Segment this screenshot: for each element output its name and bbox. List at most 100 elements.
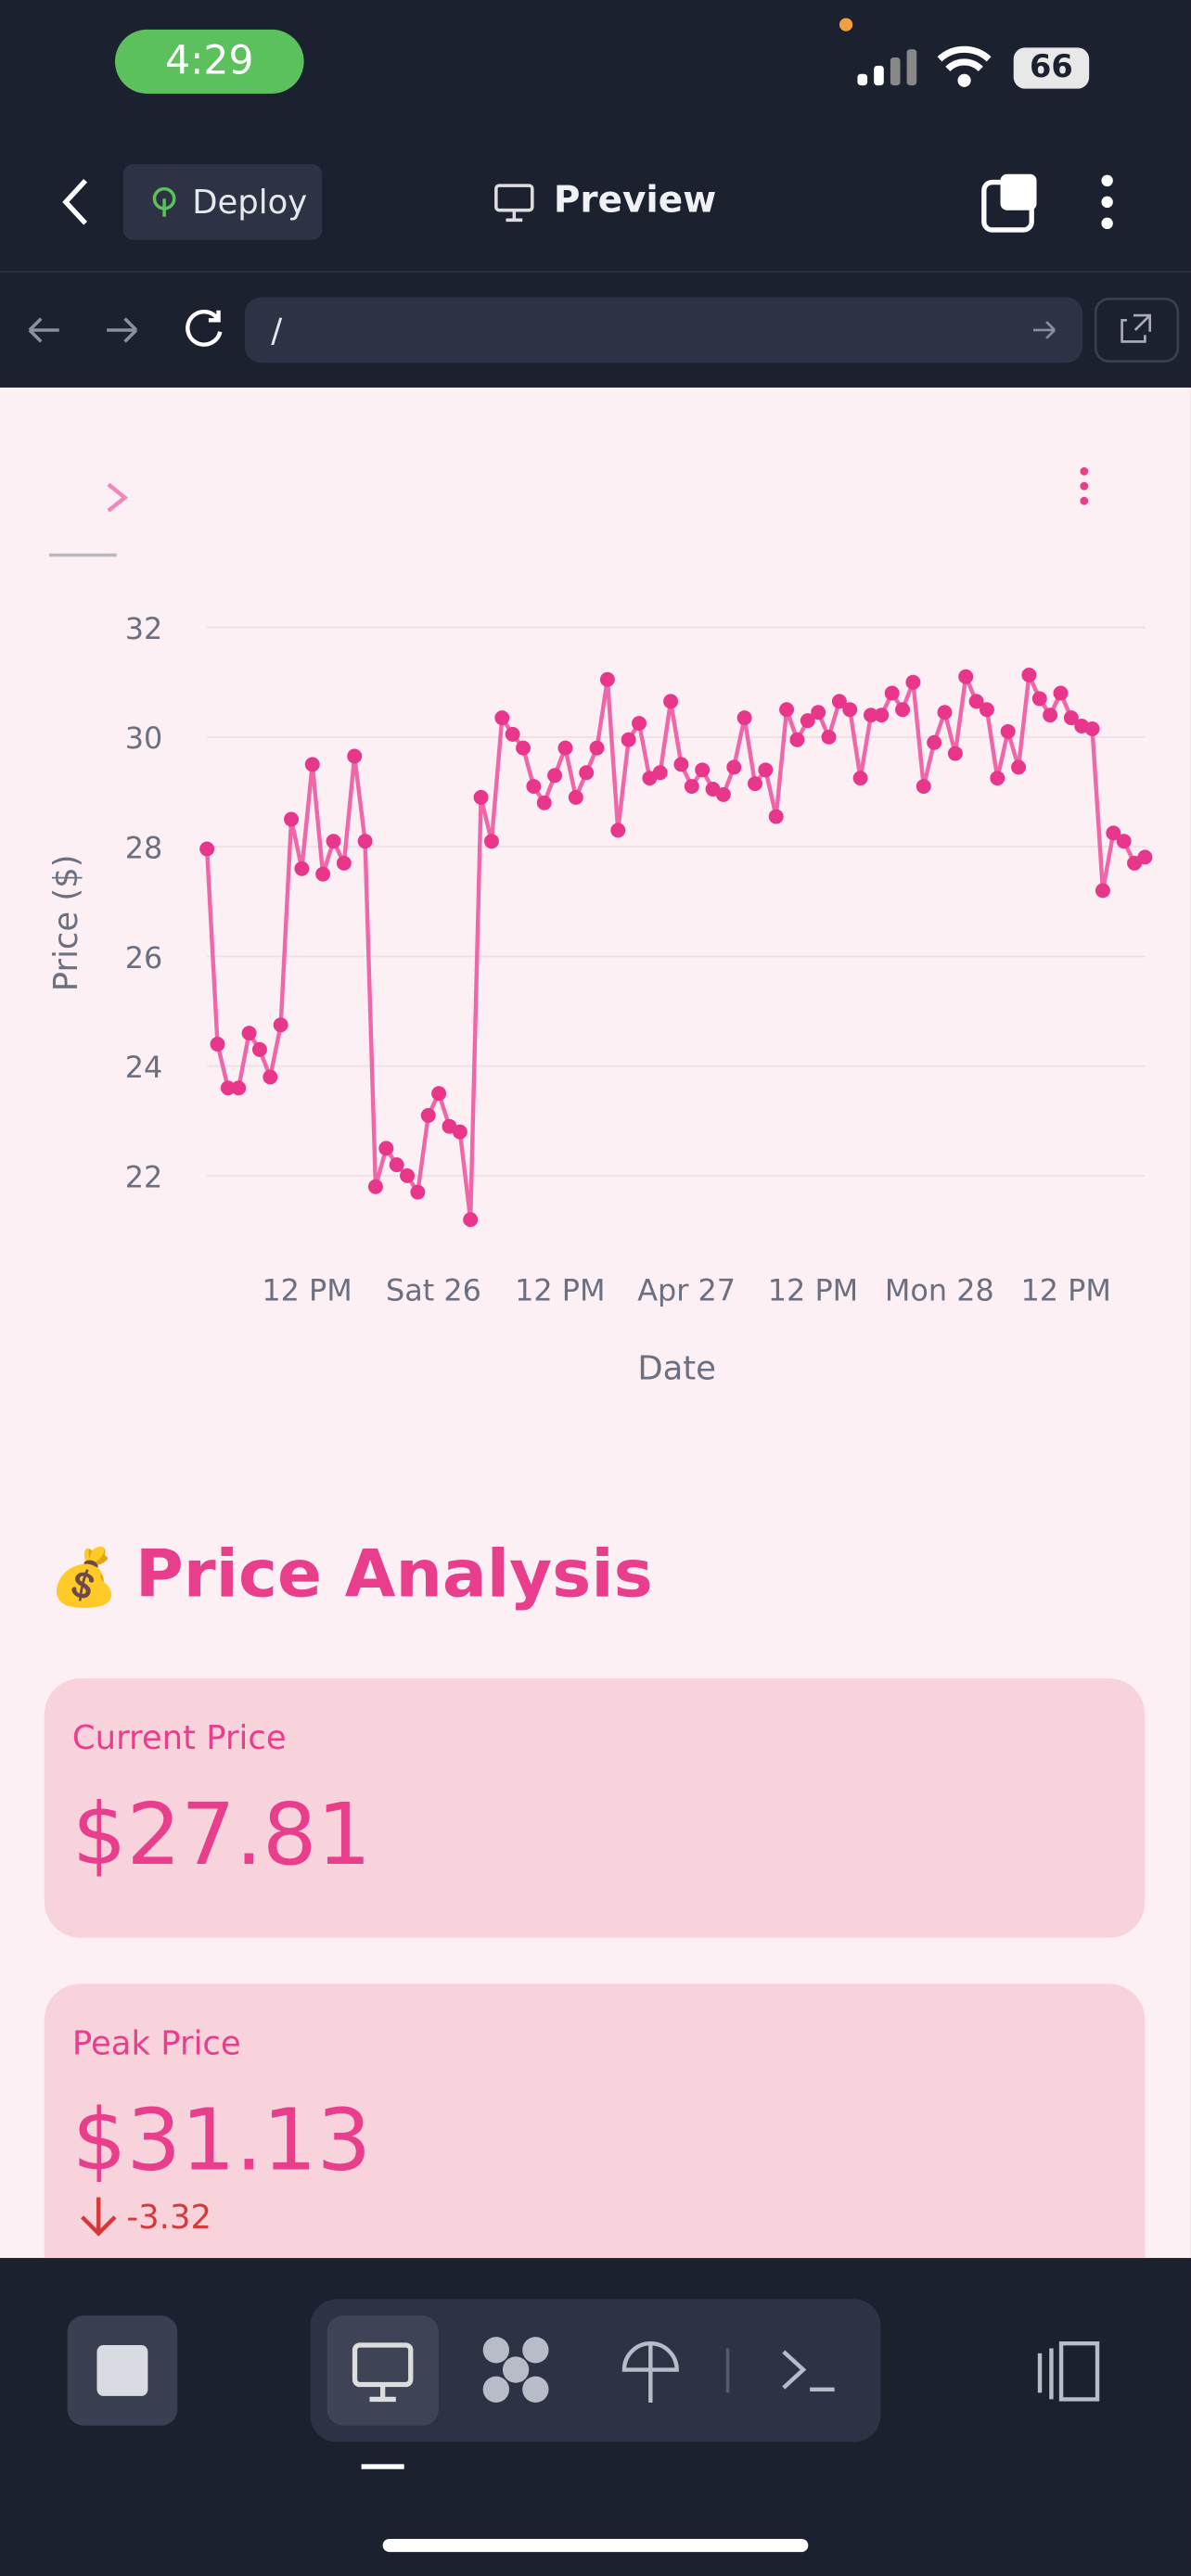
data-point xyxy=(251,1041,267,1057)
data-point xyxy=(789,732,805,747)
preview-content: Date Price ($) 22 24 26 28 30 32 12 PM Sat 26 12… xyxy=(0,387,1191,2259)
chart-menu[interactable] xyxy=(1080,466,1089,505)
data-point xyxy=(505,726,520,742)
data-point xyxy=(526,779,542,795)
data-point xyxy=(821,729,837,745)
data-point xyxy=(1000,723,1016,739)
data-point xyxy=(273,1017,288,1033)
url-bar[interactable]: / xyxy=(244,297,1083,363)
data-point xyxy=(842,702,858,718)
metric-label: Current Price xyxy=(71,1717,287,1757)
tool-group xyxy=(310,2299,881,2442)
data-point xyxy=(1053,685,1069,701)
data-point xyxy=(599,671,615,687)
data-point xyxy=(800,713,815,729)
data-point xyxy=(874,708,890,723)
metric-value: $27.81 xyxy=(71,1786,372,1886)
section-title: Price Analysis xyxy=(134,1537,653,1613)
x-tick-label: Apr 27 xyxy=(637,1273,736,1308)
data-point xyxy=(652,765,668,781)
data-point xyxy=(968,694,984,709)
data-point xyxy=(768,809,784,824)
data-point xyxy=(758,762,774,778)
data-point xyxy=(315,866,331,882)
x-axis-label: Date xyxy=(637,1350,716,1388)
data-point xyxy=(220,1080,236,1096)
x-tick-label: 12 PM xyxy=(262,1273,352,1308)
tabs-button[interactable] xyxy=(980,171,1045,236)
data-point xyxy=(326,834,341,849)
home-indicator xyxy=(382,2538,809,2553)
section-heading: 💰 Price Analysis xyxy=(49,1537,653,1613)
status-icons xyxy=(839,18,992,87)
data-point xyxy=(367,1179,383,1194)
data-point xyxy=(347,748,363,764)
data-point xyxy=(1084,721,1100,736)
data-point xyxy=(610,823,626,838)
data-point xyxy=(378,1141,394,1156)
data-point xyxy=(1031,691,1047,707)
data-point xyxy=(1106,825,1121,841)
preview-title: Preview xyxy=(493,164,716,239)
data-point xyxy=(947,746,963,761)
workflows-tab[interactable] xyxy=(482,2337,549,2403)
data-point xyxy=(1043,708,1058,723)
stop-button[interactable] xyxy=(67,2315,178,2426)
data-point xyxy=(695,762,711,778)
monitor-icon xyxy=(494,184,534,223)
y-tick-label: 32 xyxy=(125,611,163,646)
layout-button[interactable] xyxy=(1037,2341,1100,2402)
y-tick-label: 24 xyxy=(125,1050,163,1085)
bottom-toolbar xyxy=(67,2299,1100,2553)
data-point xyxy=(937,705,953,721)
data-point xyxy=(410,1184,426,1200)
y-tick-label: 30 xyxy=(125,721,163,756)
delta-arrow xyxy=(80,2197,117,2237)
data-point xyxy=(589,740,605,756)
nav-buttons[interactable] xyxy=(17,304,230,357)
data-point xyxy=(1063,710,1079,726)
x-tick-label: Sat 26 xyxy=(386,1273,481,1308)
data-point xyxy=(400,1167,415,1183)
data-point xyxy=(831,694,847,709)
deploy-tab[interactable] xyxy=(621,2341,679,2403)
deploy-label: Deploy xyxy=(192,182,308,223)
data-point xyxy=(420,1107,436,1123)
metric-card: Peak Price $31.13 -3.32 xyxy=(44,1983,1146,2259)
data-point xyxy=(916,779,931,795)
data-point xyxy=(726,759,742,775)
x-tick-label: 12 PM xyxy=(768,1273,858,1308)
data-point xyxy=(905,674,921,690)
x-tick-label: Mon 28 xyxy=(885,1273,994,1308)
y-tick-label: 26 xyxy=(125,940,163,976)
data-point xyxy=(304,757,320,772)
data-point xyxy=(884,685,900,701)
data-point xyxy=(557,740,573,756)
battery: 66 xyxy=(1013,47,1090,89)
data-point xyxy=(852,771,868,786)
y-axis-label: Price ($) xyxy=(47,854,85,991)
price-chart: Date Price ($) 22 24 26 28 30 32 12 PM Sat 26 12… xyxy=(47,466,1153,1388)
menu-button[interactable] xyxy=(1091,171,1123,236)
open-external[interactable] xyxy=(1094,297,1180,363)
bottom-bar xyxy=(0,2258,1191,2575)
metric-label: Peak Price xyxy=(71,2022,241,2063)
price-line xyxy=(204,667,1146,1220)
divider xyxy=(0,271,1191,273)
back-button[interactable] xyxy=(49,172,98,232)
data-point xyxy=(663,694,679,709)
data-point xyxy=(579,765,595,781)
data-point xyxy=(463,1212,479,1228)
expand-arrow[interactable] xyxy=(107,482,129,513)
data-point xyxy=(632,716,647,732)
preview-label: Preview xyxy=(553,180,717,223)
x-tick-label: 12 PM xyxy=(515,1273,605,1308)
data-point xyxy=(263,1069,278,1085)
deploy-button[interactable]: Deploy xyxy=(122,164,323,240)
data-point xyxy=(431,1086,447,1102)
metric-value: $31.13 xyxy=(71,2092,372,2191)
preview-tab[interactable] xyxy=(327,2315,439,2426)
shell-tab[interactable] xyxy=(782,2350,835,2392)
